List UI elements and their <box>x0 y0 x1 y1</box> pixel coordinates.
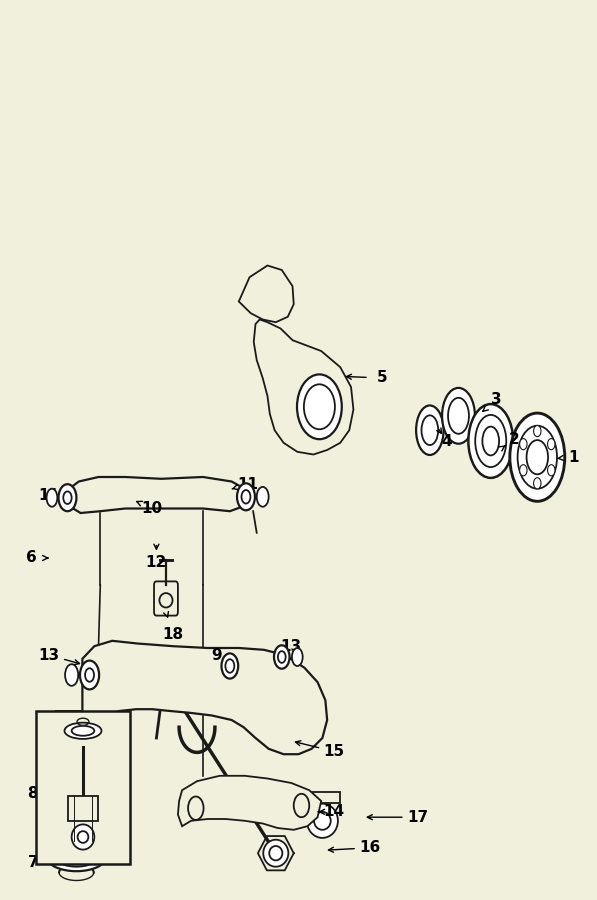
Circle shape <box>547 464 555 476</box>
Text: 16: 16 <box>359 841 381 855</box>
Text: 9: 9 <box>211 648 221 662</box>
Text: 1: 1 <box>568 450 578 464</box>
Text: 12: 12 <box>146 555 167 570</box>
Polygon shape <box>254 320 353 454</box>
Text: 11: 11 <box>237 477 259 491</box>
Ellipse shape <box>221 653 238 679</box>
Bar <box>304 792 340 803</box>
Text: 6: 6 <box>26 551 36 565</box>
Ellipse shape <box>47 842 106 871</box>
Ellipse shape <box>65 664 78 686</box>
Ellipse shape <box>64 723 101 739</box>
Ellipse shape <box>274 645 290 669</box>
Ellipse shape <box>510 413 565 501</box>
Ellipse shape <box>80 661 99 689</box>
Ellipse shape <box>72 824 94 850</box>
Circle shape <box>547 438 555 450</box>
Text: 5: 5 <box>377 371 387 385</box>
Ellipse shape <box>307 804 338 838</box>
Text: 7: 7 <box>27 855 38 869</box>
Bar <box>36 711 130 864</box>
Text: 4: 4 <box>441 434 452 448</box>
FancyBboxPatch shape <box>154 581 178 616</box>
Text: 18: 18 <box>162 627 184 642</box>
Polygon shape <box>78 641 327 778</box>
Ellipse shape <box>468 404 513 478</box>
Ellipse shape <box>416 405 444 455</box>
Ellipse shape <box>257 487 269 507</box>
Circle shape <box>519 464 527 476</box>
Circle shape <box>534 478 541 489</box>
Ellipse shape <box>297 374 341 439</box>
Text: 14: 14 <box>324 805 345 819</box>
Polygon shape <box>239 266 294 322</box>
Text: 13: 13 <box>38 648 60 662</box>
Text: 17: 17 <box>407 810 429 824</box>
Text: 8: 8 <box>27 787 38 801</box>
Ellipse shape <box>59 484 76 511</box>
Text: 11: 11 <box>38 488 60 502</box>
Text: 13: 13 <box>281 639 302 653</box>
Ellipse shape <box>47 489 57 507</box>
Circle shape <box>519 438 527 450</box>
Ellipse shape <box>263 840 288 867</box>
Ellipse shape <box>442 388 475 444</box>
Text: 2: 2 <box>509 432 520 446</box>
Polygon shape <box>178 776 321 830</box>
Ellipse shape <box>292 648 303 666</box>
Polygon shape <box>67 477 248 513</box>
Text: 3: 3 <box>491 392 502 407</box>
Ellipse shape <box>237 483 255 510</box>
Text: 15: 15 <box>324 744 345 759</box>
Bar <box>68 796 98 821</box>
Text: 10: 10 <box>141 501 163 516</box>
Circle shape <box>534 426 541 436</box>
